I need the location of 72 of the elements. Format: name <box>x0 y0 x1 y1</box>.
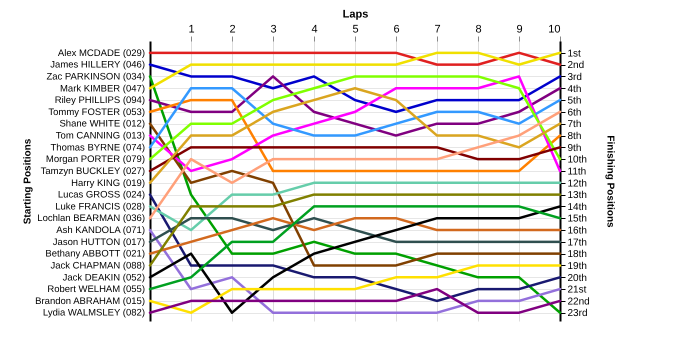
x-axis-title: Laps <box>342 8 368 20</box>
y-tick-label: 21st <box>568 284 587 296</box>
series-label: Thomas BYRNE (074) <box>50 142 145 154</box>
line-series <box>148 110 562 220</box>
text: Starting Positions <box>22 138 34 224</box>
y-tick-label: 1st <box>568 48 582 60</box>
series-label: Morgan PORTER (079) <box>46 154 145 166</box>
line-series <box>148 216 562 255</box>
series-label: Ash KANDOLA (071) <box>56 225 145 236</box>
series-label: Riley PHILLIPS (094) <box>54 95 145 106</box>
y-tick-label: 17th <box>568 237 587 248</box>
series-label: Lochlan BEARMAN (036) <box>37 213 145 224</box>
line-series <box>148 205 562 290</box>
line-series <box>148 122 562 267</box>
y-tick-label: 23rd <box>568 308 588 320</box>
x-tick-label: 9 <box>516 24 523 36</box>
x-tick-label: 7 <box>434 24 441 36</box>
x-tick-label: 5 <box>352 24 359 36</box>
y-tick-label: 22nd <box>568 296 590 308</box>
line-series <box>148 98 562 172</box>
y-tick-label: 15th <box>568 214 587 225</box>
series-label: Jason HUTTON (017) <box>52 236 145 248</box>
series-label: Brandon ABRAHAM (015) <box>35 296 145 307</box>
x-tick-label: 2 <box>229 24 236 36</box>
y-tick-label: 10th <box>568 154 587 166</box>
y-tick-label: 12th <box>568 178 587 190</box>
y-tick-label: 4th <box>568 84 582 95</box>
y-tick-label: 6th <box>568 107 582 118</box>
y-tick-label: 7th <box>568 119 582 130</box>
x-tick-label: 6 <box>393 24 400 36</box>
series-label: Mark KIMBER (047) <box>60 83 145 94</box>
series-label: Robert WELHAM (055) <box>47 284 145 296</box>
y-axis-title: Finishing Positions <box>604 135 616 228</box>
line-series <box>148 264 562 314</box>
series-label: Tom CANNING (013) <box>56 130 145 142</box>
series-label: Shane WHITE (012) <box>59 118 145 130</box>
series-label: Lucas GROSS (024) <box>58 190 145 201</box>
x-tick-label: 4 <box>311 24 318 36</box>
series-label: Bethany ABBOTT (021) <box>45 248 145 260</box>
series-label: Tommy FOSTER (053) <box>48 106 145 118</box>
y-tick-label: 2nd <box>568 60 584 72</box>
y-tick-label: 13th <box>568 190 587 202</box>
line-series <box>148 193 562 302</box>
y-tick-label: 19th <box>568 260 587 272</box>
line-series <box>148 87 562 149</box>
y-tick-label: 16th <box>568 226 587 237</box>
y-tick-label: 14th <box>568 202 587 213</box>
y-tick-label: 18th <box>568 249 587 260</box>
series-label: Jack DEAKIN (052) <box>62 272 145 284</box>
y-tick-label: 5th <box>568 96 582 107</box>
y-tick-label: 3rd <box>568 72 582 83</box>
line-series <box>148 63 562 114</box>
series-label: Zac PARKINSON (034) <box>46 71 145 82</box>
series-label: Harry KING (019) <box>71 178 145 189</box>
series-label: Lydia WALMSLEY (082) <box>42 308 145 319</box>
line-series <box>148 228 562 314</box>
x-tick-label: 3 <box>270 24 277 36</box>
x-tick-label: 1 <box>188 24 195 36</box>
x-tick-label: 8 <box>475 24 482 36</box>
y-tick-label: 11th <box>568 166 586 178</box>
y-tick-label: 9th <box>568 142 582 154</box>
x-tick-label: 10 <box>548 24 560 36</box>
series-label: James HILLERY (046) <box>50 60 145 71</box>
line-series <box>148 182 562 232</box>
series-label: Jack CHAPMAN (088) <box>50 260 145 272</box>
series-label: Tamzyn BUCKLEY (027) <box>40 166 145 177</box>
line-series <box>148 75 562 137</box>
series-label: Luke FRANCIS (028) <box>55 201 145 212</box>
y-tick-label: 8th <box>568 131 582 142</box>
line-series <box>148 87 562 184</box>
y-tick-label: 20th <box>568 272 587 284</box>
series-label: Alex MCDADE (029) <box>58 48 145 59</box>
